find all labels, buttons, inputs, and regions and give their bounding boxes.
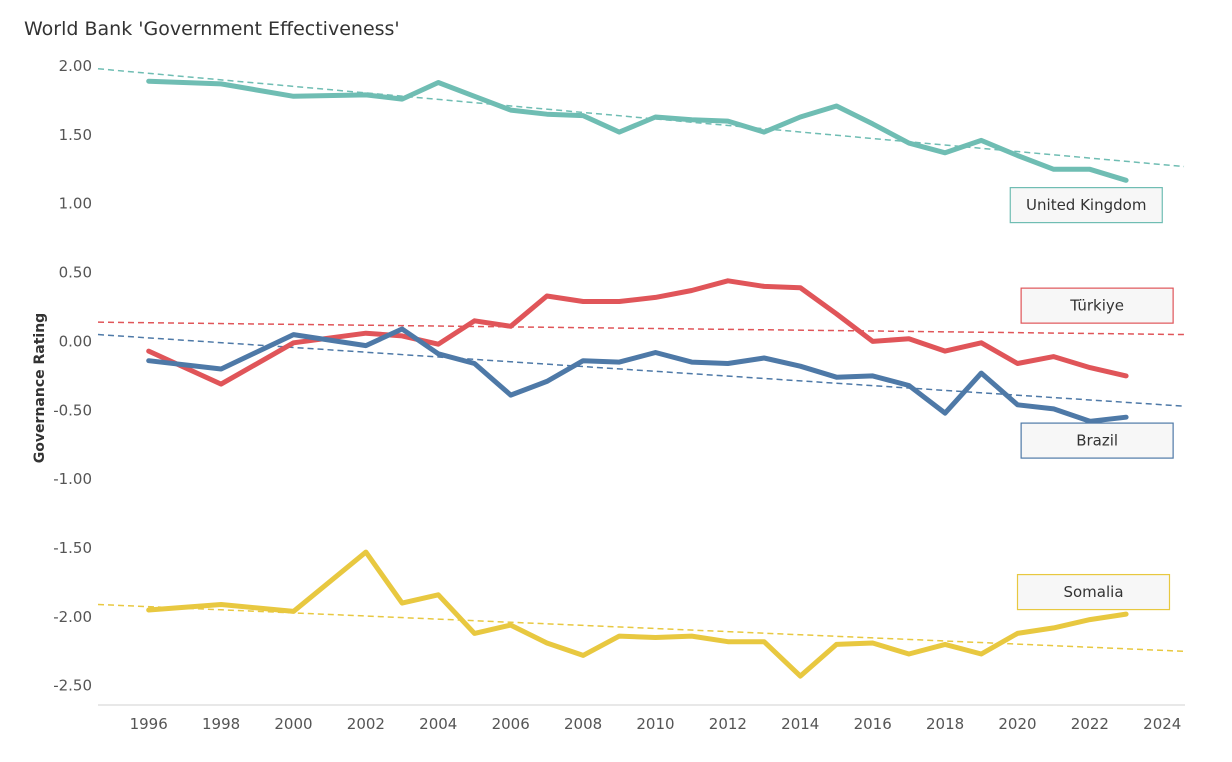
chart-title: World Bank 'Government Effectiveness' (24, 18, 400, 40)
x-tick-label: 2010 (636, 715, 674, 733)
x-tick-label: 2020 (998, 715, 1036, 733)
series-line[interactable] (146, 278, 1129, 387)
x-tick-label: 1996 (130, 715, 168, 733)
y-tick-label: 0.00 (59, 332, 92, 350)
x-tick-label: 2008 (564, 715, 602, 733)
x-tick-label: 2012 (709, 715, 747, 733)
y-tick-label: 0.50 (59, 264, 92, 282)
trend-line (97, 333, 1185, 407)
x-tick-label: 1998 (202, 715, 240, 733)
series-line[interactable] (146, 326, 1129, 424)
x-tick-label: 2000 (274, 715, 312, 733)
y-tick-label: -1.00 (53, 470, 92, 488)
series-label-box: Türkiye (1020, 287, 1174, 324)
series-line[interactable] (146, 78, 1129, 183)
x-tick-label: 2022 (1071, 715, 1109, 733)
y-tick-labels: 2.00 1.50 1.00 0.50 0.00 -0.50 -1.00 -1.50 -2.00… (53, 57, 92, 695)
x-tick-label: 2004 (419, 715, 457, 733)
x-tick-label: 2024 (1143, 715, 1181, 733)
series-label-box: Brazil (1020, 422, 1174, 459)
x-tick-label: 2018 (926, 715, 964, 733)
series-label-box: Somalia (1016, 573, 1171, 611)
x-tick-label: 2014 (781, 715, 819, 733)
y-tick-label: 2.00 (59, 57, 92, 75)
x-tick-labels: 1996 1998 2000 2002 2004 2006 2008 2010 2012 2014… (130, 715, 1182, 733)
y-tick-label: 1.00 (59, 195, 92, 213)
x-tick-label: 2002 (347, 715, 385, 733)
y-tick-label: -2.00 (53, 608, 92, 626)
series-label: Brazil (1076, 432, 1118, 450)
series-label: Somalia (1063, 583, 1123, 601)
y-tick-label: -2.50 (53, 677, 92, 695)
y-tick-label: 1.50 (59, 126, 92, 144)
y-tick-label: -1.50 (53, 539, 92, 557)
trend-line (97, 321, 1185, 336)
trend-line (97, 68, 1185, 168)
series-label-box: United Kingdom (1009, 187, 1163, 224)
y-tick-label: -0.50 (53, 401, 92, 419)
series-label: Türkiye (1069, 297, 1124, 315)
y-axis-label: Governance Rating (32, 313, 48, 463)
x-tick-label: 2006 (492, 715, 530, 733)
series-label: United Kingdom (1026, 196, 1146, 214)
series-lines (146, 78, 1129, 679)
trend-line (97, 603, 1185, 653)
x-tick-label: 2016 (854, 715, 892, 733)
series-labels: United Kingdom Türkiye Brazil Somalia (1009, 187, 1174, 611)
series-line[interactable] (146, 549, 1129, 679)
